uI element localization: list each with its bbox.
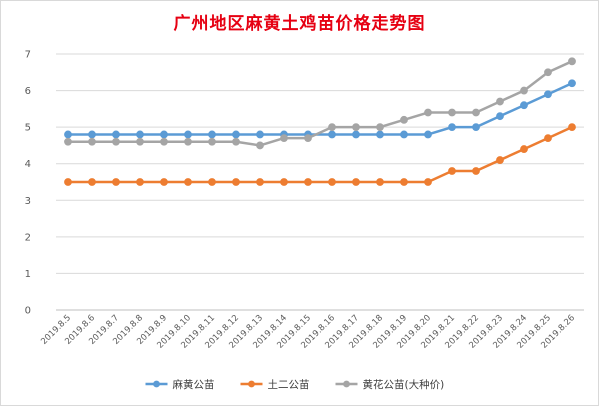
data-point xyxy=(568,79,576,88)
data-point xyxy=(352,178,360,186)
data-point xyxy=(448,123,456,132)
legend-item: 麻黄公苗 xyxy=(145,378,215,391)
series-3 xyxy=(64,57,576,150)
data-point xyxy=(472,123,480,132)
legend-label: 麻黄公苗 xyxy=(173,378,215,391)
data-point xyxy=(328,178,336,186)
data-point xyxy=(520,86,528,95)
data-point xyxy=(256,178,264,186)
data-point xyxy=(352,123,360,132)
data-point xyxy=(88,178,96,186)
data-point xyxy=(160,178,168,186)
data-point xyxy=(184,130,192,139)
data-point xyxy=(448,167,456,175)
data-point xyxy=(232,178,240,186)
legend-item: 土二公苗 xyxy=(240,378,310,391)
data-point xyxy=(520,145,528,153)
legend-item: 黄花公苗(大种价) xyxy=(335,378,445,391)
data-point xyxy=(544,90,552,99)
data-point xyxy=(208,137,216,146)
data-point xyxy=(544,134,552,143)
data-point xyxy=(136,137,144,146)
data-point xyxy=(136,130,144,139)
data-point xyxy=(64,137,72,146)
data-point xyxy=(448,108,456,117)
data-point xyxy=(400,178,408,186)
x-axis-ticks: 2019.8.52019.8.62019.8.72019.8.82019.8.9… xyxy=(39,313,577,351)
data-point xyxy=(280,178,288,186)
y-tick-label: 6 xyxy=(25,86,31,97)
data-point xyxy=(160,137,168,146)
data-point xyxy=(496,97,504,106)
chart-title: 广州地区麻黄土鸡苗价格走势图 xyxy=(173,14,426,34)
y-tick-label: 2 xyxy=(25,232,31,243)
data-point xyxy=(112,137,120,146)
series-line xyxy=(68,60,573,147)
data-point xyxy=(472,167,480,175)
series-lines xyxy=(64,57,576,186)
data-point xyxy=(112,178,120,186)
data-point xyxy=(64,178,72,186)
data-point xyxy=(472,108,480,117)
data-point xyxy=(304,134,312,143)
data-point xyxy=(376,123,384,132)
legend-swatch-marker xyxy=(153,380,160,388)
legend-label: 土二公苗 xyxy=(268,378,310,391)
data-point xyxy=(136,178,144,186)
data-point xyxy=(568,57,576,66)
data-point xyxy=(496,156,504,164)
data-point xyxy=(88,130,96,139)
data-point xyxy=(424,130,432,139)
data-point xyxy=(112,130,120,139)
data-point xyxy=(544,68,552,77)
y-tick-label: 5 xyxy=(25,123,31,134)
data-point xyxy=(88,137,96,146)
data-point xyxy=(520,101,528,110)
y-tick-label: 7 xyxy=(25,50,31,61)
data-point xyxy=(184,178,192,186)
series-1 xyxy=(64,79,576,139)
series-2 xyxy=(64,123,576,186)
data-point xyxy=(328,130,336,139)
data-point xyxy=(64,130,72,139)
data-point xyxy=(208,178,216,186)
data-point xyxy=(376,178,384,186)
legend-swatch-marker xyxy=(248,380,255,388)
data-point xyxy=(232,137,240,146)
data-point xyxy=(496,112,504,121)
y-tick-label: 1 xyxy=(25,269,31,280)
legend-label: 黄花公苗(大种价) xyxy=(363,378,445,391)
series-line xyxy=(68,82,573,136)
data-point xyxy=(376,130,384,139)
data-point xyxy=(256,130,264,139)
data-point xyxy=(400,115,408,124)
data-point xyxy=(160,130,168,139)
data-point xyxy=(184,137,192,146)
legend-swatch-marker xyxy=(343,380,350,388)
y-tick-label: 0 xyxy=(25,306,31,317)
y-axis-ticks: 0 1 2 3 4 5 6 7 xyxy=(25,50,31,317)
series-line xyxy=(68,126,573,184)
data-point xyxy=(280,134,288,143)
data-point xyxy=(400,130,408,139)
y-tick-label: 4 xyxy=(25,159,31,170)
y-tick-label: 3 xyxy=(25,196,31,207)
data-point xyxy=(424,108,432,117)
data-point xyxy=(352,130,360,139)
data-point xyxy=(568,123,576,132)
data-point xyxy=(232,130,240,139)
data-point xyxy=(208,130,216,139)
gridlines xyxy=(56,53,584,311)
data-point xyxy=(328,123,336,132)
legend: 麻黄公苗 土二公苗 黄花公苗(大种价) xyxy=(145,378,445,391)
data-point xyxy=(424,178,432,186)
data-point xyxy=(256,141,264,150)
data-point xyxy=(304,178,312,186)
